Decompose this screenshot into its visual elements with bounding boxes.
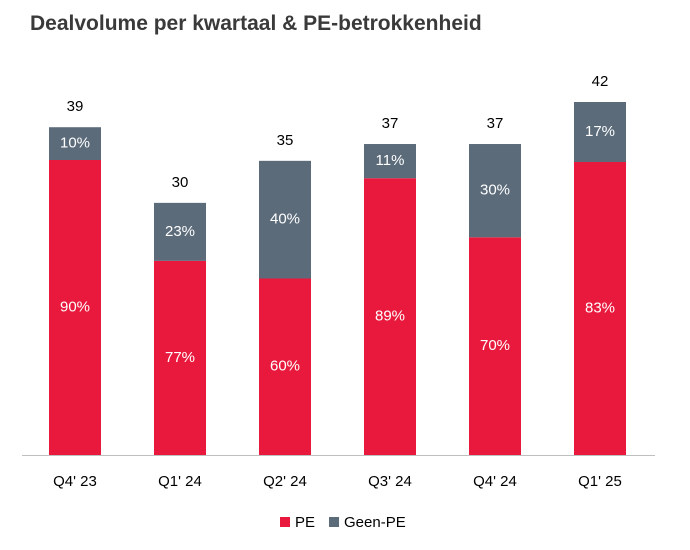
bar-segment bbox=[154, 202, 206, 261]
total-label: 39 bbox=[67, 98, 84, 115]
total-label: 37 bbox=[382, 115, 399, 132]
legend-swatch bbox=[280, 517, 290, 527]
data-label: 11% bbox=[376, 152, 405, 169]
x-tick-label: Q3' 24 bbox=[368, 473, 412, 490]
legend-label: PE bbox=[295, 514, 315, 531]
bar-segment bbox=[469, 144, 521, 238]
bar-segment bbox=[259, 160, 311, 279]
x-tick-label: Q4' 23 bbox=[53, 473, 97, 490]
x-tick-label: Q4' 24 bbox=[473, 473, 517, 490]
bar-segment bbox=[469, 237, 521, 455]
total-label: 30 bbox=[172, 174, 189, 191]
x-tick-label: Q2' 24 bbox=[263, 473, 307, 490]
data-label: 60% bbox=[270, 358, 300, 375]
data-label: 40% bbox=[270, 211, 300, 228]
total-label: 35 bbox=[277, 132, 294, 149]
data-label: 83% bbox=[585, 299, 615, 316]
bar-segment bbox=[259, 278, 311, 455]
data-label: 10% bbox=[60, 135, 90, 152]
x-tick-label: Q1' 24 bbox=[158, 473, 202, 490]
total-label: 42 bbox=[592, 73, 609, 90]
data-label: 17% bbox=[585, 123, 615, 140]
data-label: 70% bbox=[480, 337, 510, 354]
data-label: 77% bbox=[165, 349, 195, 366]
data-label: 89% bbox=[375, 308, 405, 325]
legend-swatch bbox=[329, 517, 340, 527]
data-label: 30% bbox=[480, 182, 510, 199]
bar-segment bbox=[154, 260, 206, 455]
bar-segment bbox=[574, 102, 626, 163]
bar-segment bbox=[364, 144, 416, 179]
x-tick-label: Q1' 25 bbox=[578, 473, 622, 490]
bar-segment bbox=[49, 127, 101, 160]
data-label: 23% bbox=[165, 223, 195, 240]
chart-title: Dealvolume per kwartaal & PE-betrokkenhe… bbox=[30, 12, 482, 35]
bar-segment bbox=[574, 162, 626, 455]
bar-segment bbox=[49, 159, 101, 455]
legend-label: Geen-PE bbox=[344, 514, 406, 531]
total-label: 37 bbox=[487, 115, 504, 132]
bar-segment bbox=[364, 178, 416, 455]
data-label: 90% bbox=[60, 298, 90, 315]
